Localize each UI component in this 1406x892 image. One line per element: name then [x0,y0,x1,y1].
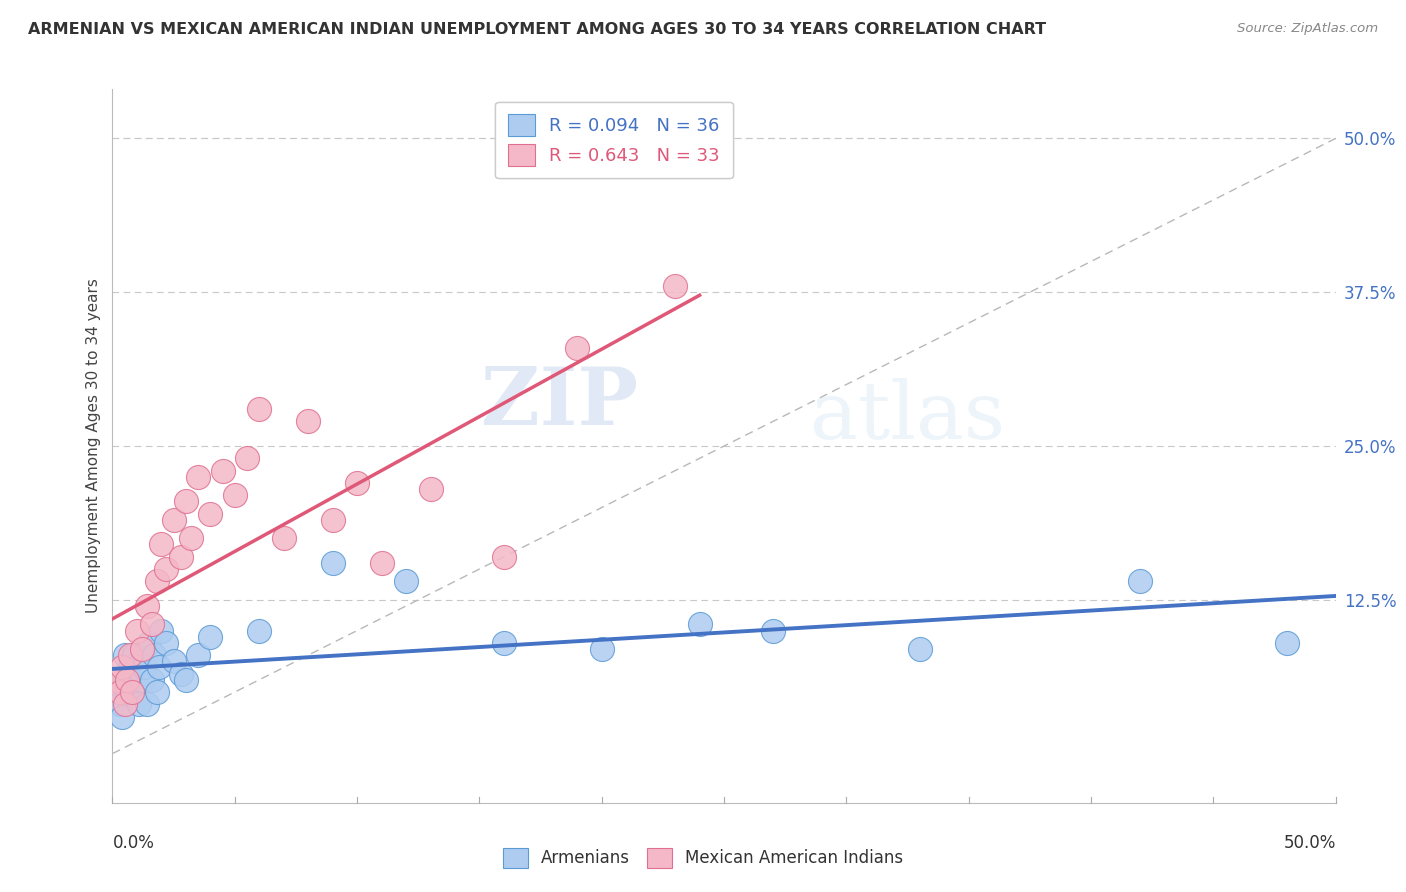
Point [141,617,163,632]
Point [121,673,143,687]
Point [200,507,222,521]
Point [273,531,295,545]
Point [138,636,160,650]
Point [370,556,392,570]
Point [170,549,193,564]
Point [322,556,344,570]
Point [163,513,186,527]
Point [115,673,138,687]
Text: ZIP: ZIP [481,364,638,442]
Point [492,636,515,650]
Point [247,624,270,638]
Point [170,666,193,681]
Point [105,673,128,687]
Point [135,698,157,712]
Text: Source: ZipAtlas.com: Source: ZipAtlas.com [1237,22,1378,36]
Point [187,469,209,483]
Point [174,673,197,687]
Point [131,642,153,657]
Point [1275,636,1298,650]
Point [115,685,138,699]
Point [155,562,177,576]
Point [148,660,170,674]
Point [346,475,368,490]
Point [114,698,136,712]
Point [145,574,167,589]
Point [908,642,931,657]
Point [762,624,785,638]
Text: atlas: atlas [810,378,1005,457]
Point [224,488,246,502]
Point [591,642,613,657]
Point [145,685,167,699]
Point [163,654,186,668]
Point [247,402,270,417]
Point [395,574,418,589]
Point [111,660,134,674]
Point [664,279,686,293]
Text: 50.0%: 50.0% [1284,833,1336,852]
Point [114,673,136,687]
Text: 0.0%: 0.0% [112,833,155,852]
Point [155,636,177,650]
Point [236,451,259,466]
Point [111,709,134,723]
Point [134,660,156,674]
Point [150,537,173,551]
Point [118,648,141,662]
Point [108,698,131,712]
Point [125,624,148,638]
Point [174,494,197,508]
Point [297,414,319,428]
Point [124,648,146,662]
Legend: Armenians, Mexican American Indians: Armenians, Mexican American Indians [496,841,910,875]
Point [187,648,209,662]
Point [118,660,141,674]
Point [689,617,711,632]
Point [492,549,515,564]
Point [125,660,148,674]
Y-axis label: Unemployment Among Ages 30 to 34 years: Unemployment Among Ages 30 to 34 years [86,278,101,614]
Legend: R = 0.094   N = 36, R = 0.643   N = 33: R = 0.094 N = 36, R = 0.643 N = 33 [495,102,733,178]
Point [135,599,157,613]
Point [419,482,441,496]
Point [150,624,173,638]
Point [121,685,143,699]
Point [322,513,344,527]
Point [114,648,136,662]
Point [1129,574,1152,589]
Point [567,341,589,355]
Text: ARMENIAN VS MEXICAN AMERICAN INDIAN UNEMPLOYMENT AMONG AGES 30 TO 34 YEARS CORRE: ARMENIAN VS MEXICAN AMERICAN INDIAN UNEM… [28,22,1046,37]
Point [180,531,202,545]
Point [128,698,150,712]
Point [105,685,128,699]
Point [211,464,233,478]
Point [108,685,131,699]
Point [131,673,153,687]
Point [200,630,222,644]
Point [141,673,163,687]
Point [143,648,166,662]
